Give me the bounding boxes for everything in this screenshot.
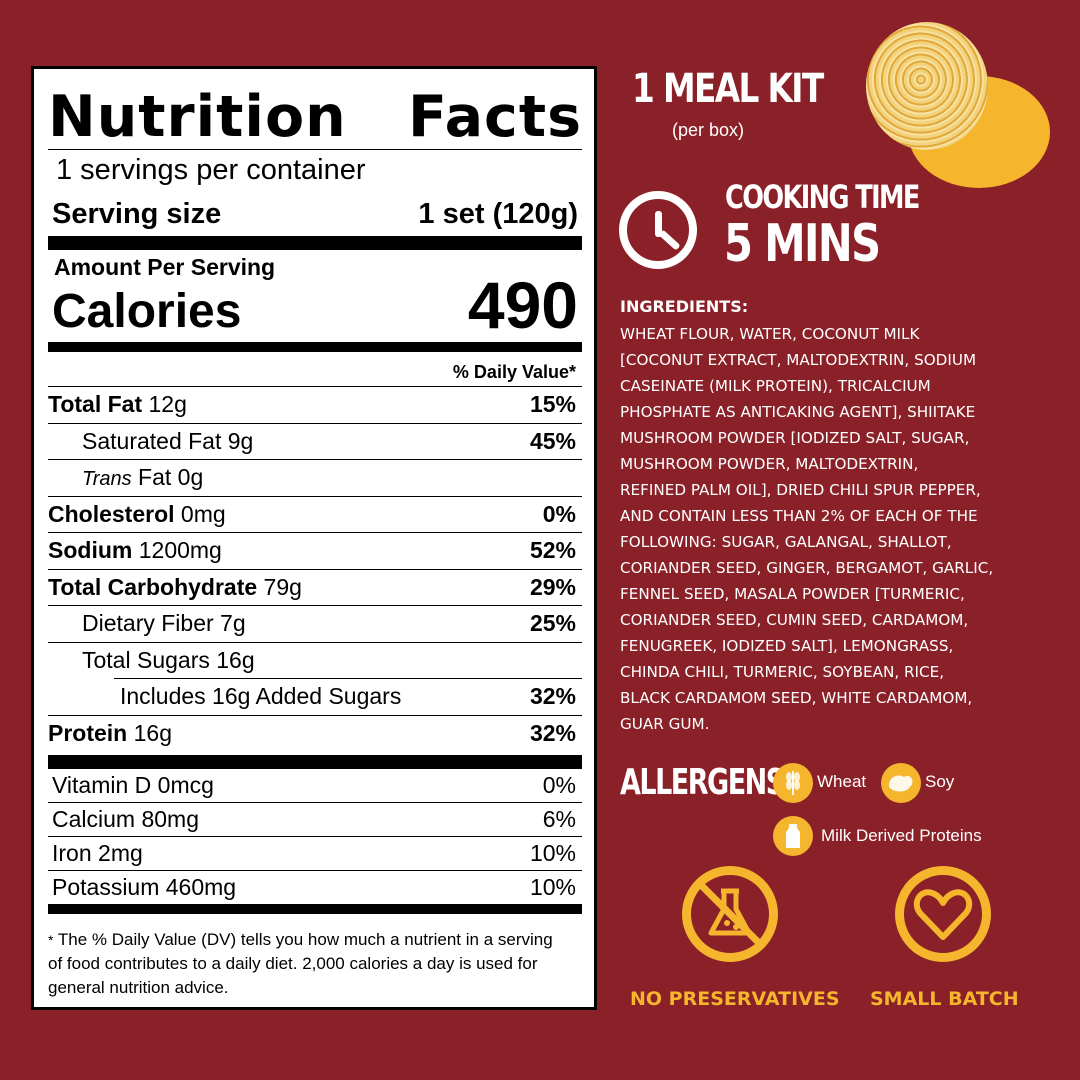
nutrient-row-protein: Protein 16g 32%	[48, 719, 576, 746]
allergen-milk-label: Milk Derived Proteins	[821, 826, 982, 845]
calories-row: Calories 490	[48, 272, 582, 342]
vitamin-row-potassium: Potassium 460mg 10%	[52, 874, 576, 900]
wheat-icon	[773, 763, 813, 803]
vitamin-row-vitamin-d: Vitamin D 0mcg 0%	[52, 772, 576, 798]
cooking-time-label: COOKING TIME	[725, 178, 920, 216]
nutrient-row-total-fat: Total Fat 12g 15%	[48, 391, 576, 418]
noodle-image	[866, 22, 988, 150]
nutrient-row-total-carbohydrate: Total Carbohydrate 79g 29%	[48, 573, 576, 600]
nutrient-row-trans-fat: Trans Fat 0g	[82, 464, 204, 491]
cooking-time-value: 5 MINS	[724, 214, 881, 274]
ingredients-title: INGREDIENTS:	[620, 297, 749, 316]
serving-size-value: 1 set (120g)	[418, 197, 578, 230]
nutrient-row-dietary-fiber: Dietary Fiber 7g 25%	[82, 610, 576, 637]
title-facts: Facts	[407, 84, 582, 150]
heart-icon	[895, 866, 991, 962]
allergen-wheat-label: Wheat	[817, 772, 867, 791]
title-nutrition: Nutrition	[48, 84, 347, 150]
nutrient-row-total-sugars: Total Sugars 16g	[82, 646, 255, 673]
serving-size: Serving size 1 set (120g)	[48, 192, 582, 236]
servings-per-container: 1 servings per container	[56, 154, 366, 186]
meal-kit-title: 1 MEAL KIT	[632, 66, 824, 112]
nutrient-row-cholesterol: Cholesterol 0mg 0%	[48, 500, 576, 527]
calories-value: 490	[467, 268, 578, 342]
serving-size-label: Serving size	[52, 197, 222, 230]
vitamin-row-calcium: Calcium 80mg 6%	[52, 806, 576, 832]
calories-label: Calories	[52, 285, 242, 338]
allergens-title: ALLERGENS	[620, 762, 785, 803]
meal-kit-subtitle: (per box)	[672, 120, 745, 140]
nutrient-row-saturated-fat: Saturated Fat 9g 45%	[82, 427, 576, 454]
nutrition-facts-label: Nutrition Facts 1 servings per container…	[31, 66, 597, 1010]
no-preservatives-label: NO PRESERVATIVES	[630, 988, 840, 1010]
vitamin-row-iron: Iron 2mg 10%	[52, 840, 576, 866]
milk-icon	[773, 816, 813, 856]
nutrient-row-sodium: Sodium 1200mg 52%	[48, 537, 576, 564]
nutrition-facts-title: Nutrition Facts	[48, 85, 582, 149]
daily-value-footnote: * The % Daily Value (DV) tells you how m…	[48, 930, 553, 997]
ingredients-list: WHEAT FLOUR, WATER, COCONUT MILK [COCONU…	[620, 325, 994, 733]
allergen-soy-label: Soy	[925, 772, 955, 791]
soy-icon	[881, 763, 921, 803]
nutrient-row-added-sugars: Includes 16g Added Sugars 32%	[120, 683, 576, 710]
clock-icon	[619, 191, 697, 269]
no-preservatives-icon	[682, 866, 778, 962]
small-batch-label: SMALL BATCH	[870, 988, 1019, 1010]
amount-per-serving: Amount Per Serving	[54, 254, 276, 280]
daily-value-header: % Daily Value*	[452, 362, 576, 382]
